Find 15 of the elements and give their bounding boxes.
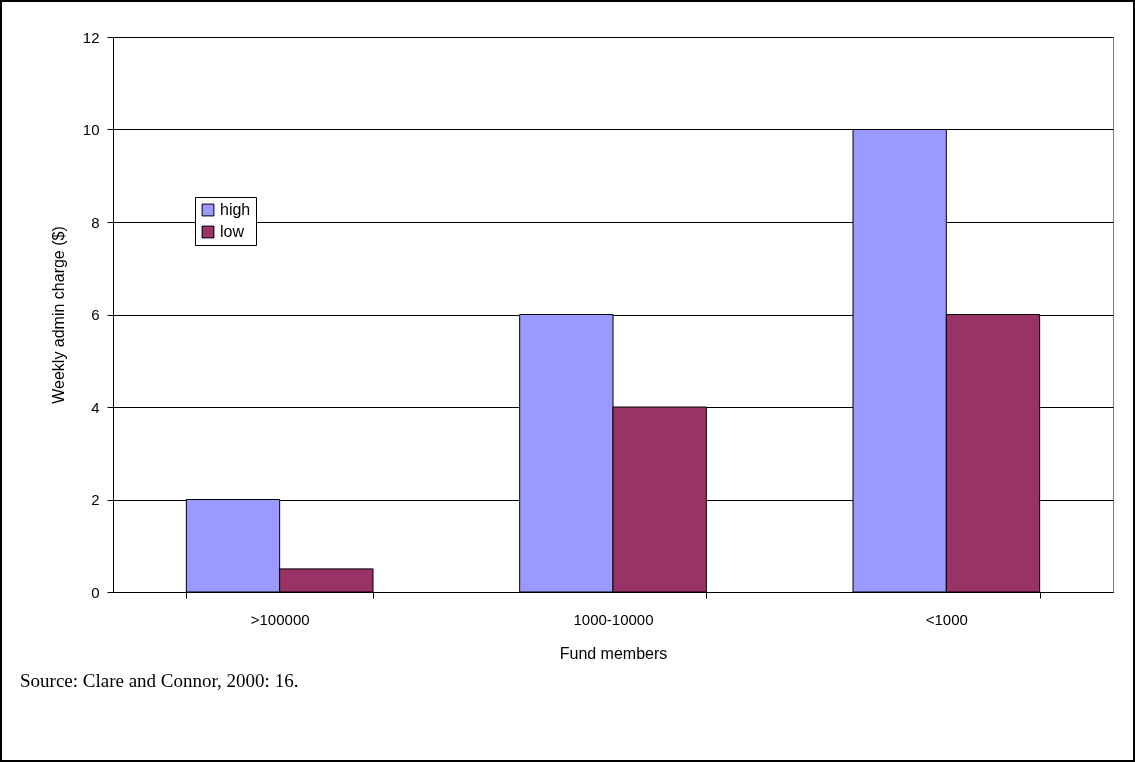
y-tick-label: 8 — [91, 213, 100, 231]
y-axis-title: Weekly admin charge ($) — [49, 226, 67, 404]
y-tick-label: 0 — [91, 583, 100, 601]
source-note: Source: Clare and Connor, 2000: 16. — [20, 670, 299, 692]
y-tick-label: 2 — [91, 491, 100, 508]
x-axis-title: Fund members — [559, 644, 668, 662]
x-tick-label: <1000 — [925, 610, 968, 628]
y-tick-label: 10 — [82, 121, 100, 138]
y-tick-label: 6 — [91, 306, 100, 323]
legend-label: high — [220, 201, 251, 218]
x-tick-label: 1000-10000 — [573, 610, 654, 628]
legend-label: low — [220, 223, 245, 240]
y-tick-label: 4 — [91, 398, 100, 416]
x-tick-label: >100000 — [250, 610, 310, 628]
y-tick-label: 12 — [82, 28, 100, 46]
